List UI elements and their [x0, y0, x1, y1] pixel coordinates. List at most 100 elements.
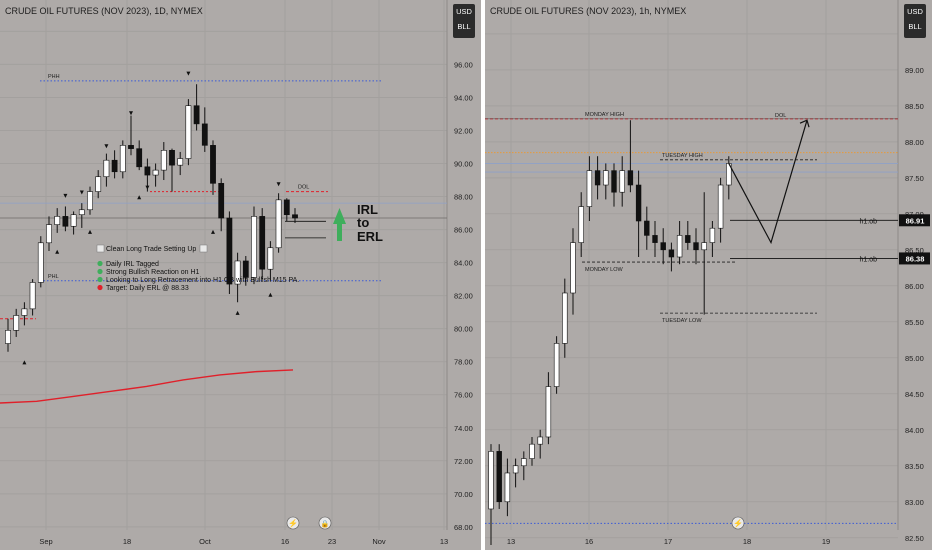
swing-low-marker	[211, 229, 215, 234]
lightning-icon	[731, 516, 745, 530]
swing-high-marker	[129, 111, 133, 116]
candle	[283, 199, 290, 216]
candle	[488, 451, 494, 510]
candle	[13, 315, 20, 331]
y-tick-label: 84.00	[905, 426, 924, 435]
irl-label: IRL	[357, 202, 378, 217]
candle	[627, 170, 634, 186]
green-arrow-head	[333, 208, 346, 224]
y-tick-label: 82.00	[454, 292, 473, 301]
candle	[701, 242, 707, 251]
candle	[111, 159, 118, 173]
lock-glyph: 🔒	[321, 520, 330, 528]
candle	[586, 170, 593, 207]
candle	[259, 216, 266, 270]
left-chart-canvas[interactable]: 98.0096.0094.0092.0090.0088.0086.0084.00…	[0, 0, 481, 550]
y-tick-label: 92.00	[454, 126, 473, 135]
x-tick-label: 17	[664, 537, 672, 546]
x-tick-label: 16	[585, 537, 593, 546]
candle	[169, 150, 175, 166]
green-arrow-shaft	[337, 224, 342, 241]
lightning-icon	[286, 516, 300, 530]
swing-low-marker	[268, 292, 273, 297]
y-tick-label: 88.00	[905, 138, 924, 147]
candle	[652, 235, 658, 243]
swing-high-marker	[186, 71, 191, 76]
swing-high-marker	[104, 144, 109, 149]
right-chart-pane[interactable]: 89.5089.0088.5088.0087.5087.0086.5086.00…	[485, 0, 932, 550]
swing-high-marker	[276, 182, 281, 187]
candle	[693, 242, 699, 251]
candle	[545, 386, 552, 438]
candle	[726, 163, 732, 186]
x-tick-label: Nov	[372, 537, 386, 546]
candle	[537, 436, 543, 445]
projection-arrowhead	[799, 119, 810, 128]
to-label: to	[357, 215, 369, 230]
lightning-glyph: ⚡	[288, 518, 298, 528]
candle	[144, 166, 151, 176]
swing-high-marker	[63, 193, 68, 198]
x-tick-label: Sep	[39, 537, 52, 546]
unit-label: BLL	[457, 22, 471, 31]
level-label: MONDAY HIGH	[585, 112, 624, 118]
y-tick-label: 86.00	[905, 282, 924, 291]
right-currency-badge[interactable]: USD BLL	[904, 4, 926, 38]
left-currency-badge[interactable]: USD BLL	[453, 4, 475, 38]
candle	[87, 191, 93, 211]
note-icon	[199, 244, 208, 253]
lightning-glyph: ⚡	[733, 518, 743, 528]
x-tick-label: 18	[743, 537, 751, 546]
right-chart-canvas[interactable]: 89.5089.0088.5088.0087.5087.0086.5086.00…	[485, 0, 932, 550]
left-chart-pane[interactable]: 98.0096.0094.0092.0090.0088.0086.0084.00…	[0, 0, 481, 550]
candle	[152, 169, 159, 176]
candle	[62, 216, 69, 227]
candle	[660, 242, 666, 251]
y-tick-label: 78.00	[454, 358, 473, 367]
level-label: MONDAY LOW	[585, 267, 623, 273]
candle	[251, 216, 257, 278]
level-label-phl: PHL	[48, 274, 59, 280]
candle	[193, 105, 200, 125]
projection-path	[728, 120, 808, 245]
swing-low-marker	[235, 310, 240, 315]
y-tick-label: 76.00	[454, 391, 473, 400]
x-tick-label: 18	[123, 537, 131, 546]
candle	[201, 123, 208, 146]
x-tick-label: 13	[440, 537, 448, 546]
candle	[37, 242, 44, 283]
setup-label: Clean Long Trade Setting Up	[106, 246, 196, 253]
candle	[644, 220, 650, 236]
level-label-dol: DOL	[298, 185, 309, 191]
candle	[578, 206, 584, 243]
level-label: DOL	[775, 113, 786, 119]
candle	[611, 170, 617, 193]
y-tick-label: 82.50	[905, 534, 924, 543]
moving-average-line	[0, 369, 294, 404]
y-tick-label: 72.00	[454, 457, 473, 466]
candle	[553, 343, 560, 387]
candle	[267, 247, 274, 270]
candle	[717, 184, 724, 229]
pane-divider[interactable]	[481, 0, 485, 550]
candle	[103, 159, 110, 178]
note-text: Looking to Long Retracement into H1 OB w…	[106, 277, 299, 284]
x-tick-label: 19	[822, 537, 830, 546]
y-tick-label: 83.50	[905, 462, 924, 471]
y-tick-label: 83.00	[905, 498, 924, 507]
y-tick-label: 88.00	[454, 193, 473, 202]
candle	[635, 184, 642, 222]
level-label: TUESDAY LOW	[662, 318, 702, 324]
candle	[5, 330, 11, 344]
currency-label: USD	[456, 7, 472, 16]
candle	[676, 235, 683, 258]
swing-low-marker	[88, 229, 92, 234]
candle	[570, 242, 576, 294]
candle	[210, 145, 216, 184]
y-tick-label: 86.00	[454, 226, 473, 235]
candle	[70, 214, 77, 227]
candle	[529, 443, 535, 459]
order-block-label: h1.ob	[859, 256, 877, 263]
candle	[668, 249, 675, 258]
y-tick-label: 86.50	[905, 246, 924, 255]
